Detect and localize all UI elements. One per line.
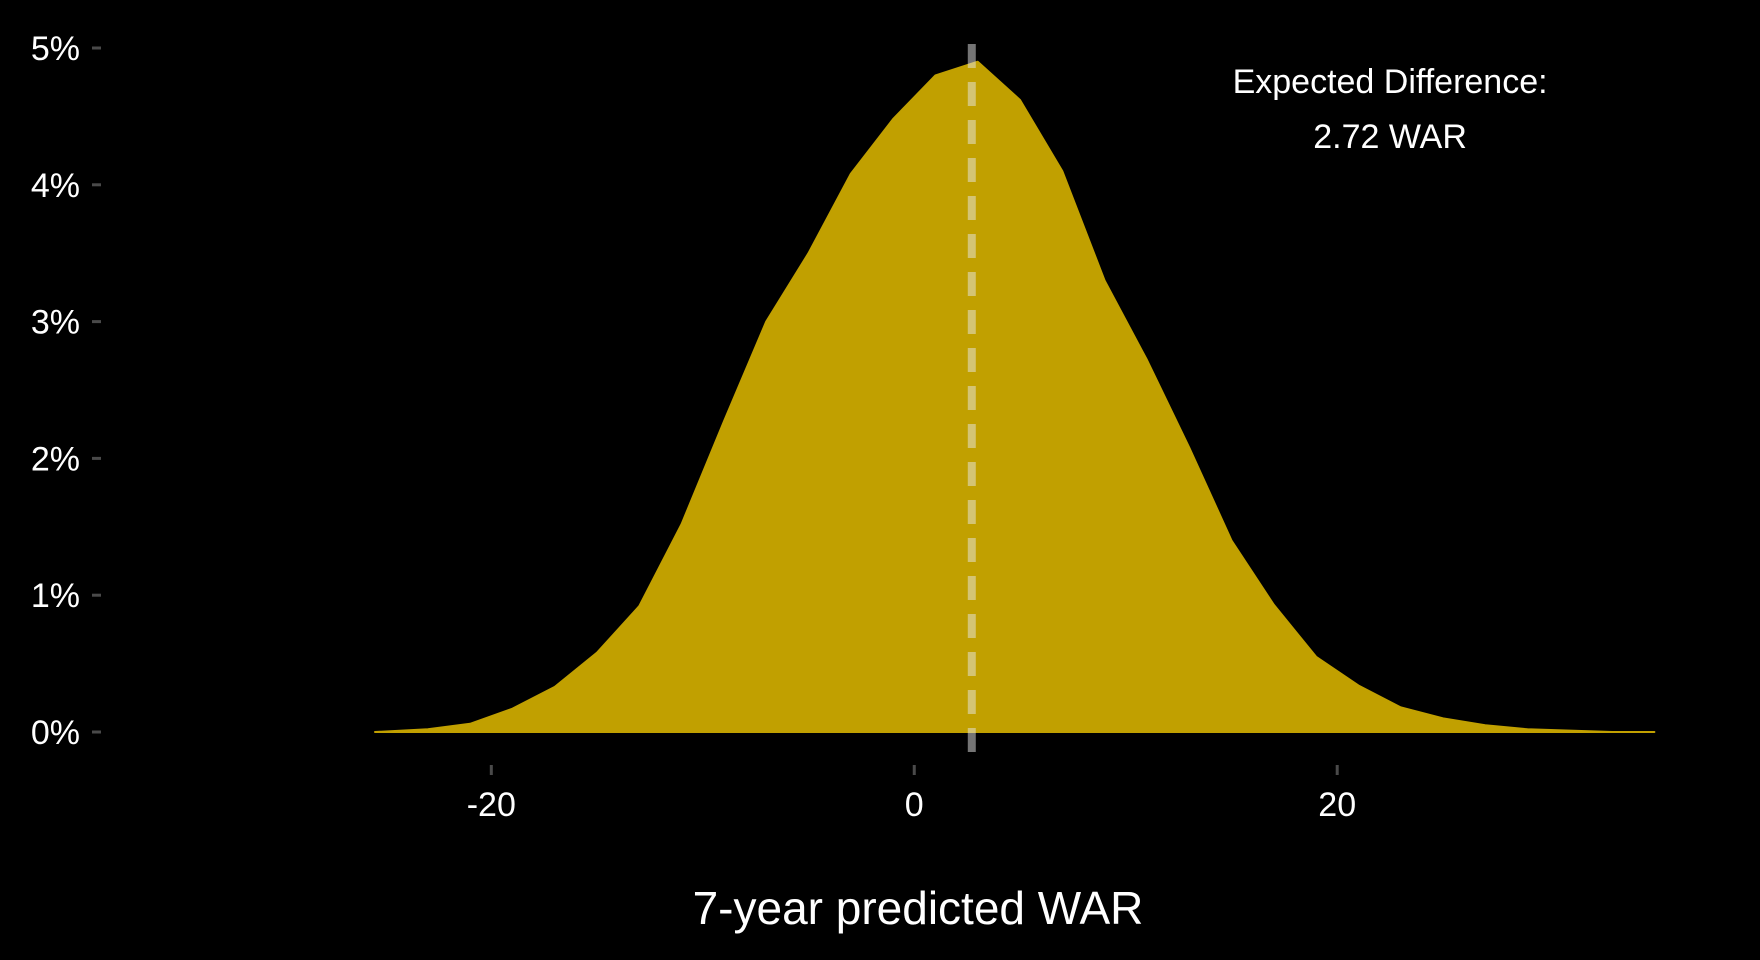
- y-tick-label: 2%: [31, 440, 80, 478]
- x-tick-label: 0: [905, 786, 924, 824]
- y-tick-label: 3%: [31, 304, 80, 342]
- annotation-value: 2.72 WAR: [1313, 118, 1467, 156]
- y-tick-label: 0%: [31, 714, 80, 752]
- x-tick-label: 20: [1318, 786, 1356, 824]
- x-axis-title: 7-year predicted WAR: [693, 882, 1144, 934]
- x-tick-label: -20: [467, 786, 516, 824]
- y-tick-label: 5%: [31, 30, 80, 68]
- density-area: [374, 60, 1656, 733]
- x-axis: -20 0 20: [467, 765, 1356, 824]
- annotation-title: Expected Difference:: [1233, 63, 1548, 101]
- y-tick-label: 4%: [31, 167, 80, 205]
- y-tick-label: 1%: [31, 577, 80, 615]
- y-axis: 0% 1% 2% 3% 4% 5%: [31, 30, 101, 752]
